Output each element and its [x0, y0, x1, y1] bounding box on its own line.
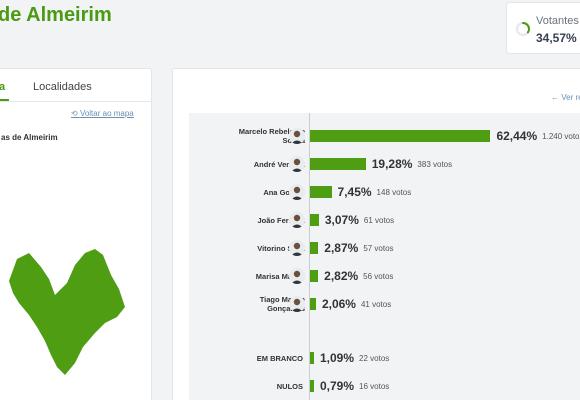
- candidate-row: João Ferreira 3,07% 61 votos: [189, 207, 580, 233]
- other-result-row: EM BRANCO 1,09% 22 votos: [189, 345, 580, 371]
- result-votes: 61 votos: [363, 216, 395, 225]
- area-name-line2: as de Almeirim: [1, 133, 58, 142]
- result-bar: [310, 298, 316, 310]
- result-bar: [310, 352, 314, 364]
- candidate-name: André Ventura: [254, 151, 305, 177]
- candidate-name-line: NULOS: [276, 381, 303, 391]
- candidate-row: Ana Gomes 7,45% 148 votos: [189, 179, 580, 205]
- result-bar: [310, 270, 319, 282]
- candidate-name-line: Vitorino Silva: [257, 243, 305, 253]
- result-percentage: 2,06%: [321, 297, 356, 311]
- ver-link[interactable]: ← Ver re: [551, 93, 580, 102]
- undo-arrow-icon: ⟲: [71, 109, 78, 118]
- candidate-row: André Ventura 19,28% 383 votos: [189, 151, 580, 177]
- result-bar: [310, 242, 319, 254]
- municipality-map[interactable]: [7, 245, 127, 395]
- result-votes: 383 votos: [417, 160, 453, 169]
- candidate-name-line: Ana Gomes: [263, 187, 305, 197]
- result-percentage: 2,82%: [324, 269, 359, 283]
- votantes-label: Votantes: [536, 15, 579, 27]
- results-panel: ← Ver re Marcelo Rebelo deSousa62,44%1.2…: [172, 68, 580, 400]
- result-votes: 16 votos: [359, 382, 390, 391]
- back-to-map-label: Voltar ao mapa: [79, 109, 134, 118]
- votantes-value: 34,57%: [536, 31, 577, 45]
- result-bar: [310, 380, 314, 392]
- result-bar: [310, 186, 332, 198]
- result-percentage: 19,28%: [371, 157, 413, 171]
- result-votes: 56 votos: [363, 272, 394, 281]
- result-bar: [310, 130, 491, 142]
- candidate-name: Ana Gomes: [263, 179, 305, 205]
- result-percentage: 3,07%: [324, 213, 359, 227]
- page-title: de Almeirim: [0, 4, 112, 26]
- result-percentage: 62,44%: [496, 129, 538, 143]
- candidate-name: NULOS: [277, 373, 303, 399]
- candidate-avatar: [289, 240, 305, 256]
- result-percentage: 7,45%: [337, 185, 372, 199]
- candidate-name-line: João Ferreira: [257, 215, 305, 225]
- ver-link-label: Ver re: [561, 93, 580, 102]
- candidate-row: Vitorino Silva 2,87% 57 votos: [189, 235, 580, 261]
- candidate-name: João Ferreira: [257, 207, 305, 233]
- candidate-name-line: Marcelo Rebelo de: [238, 127, 305, 136]
- candidate-avatar: [289, 156, 305, 172]
- result-percentage: 1,09%: [320, 351, 355, 365]
- other-result-row: NULOS 0,79% 16 votos: [189, 373, 580, 399]
- tabs-divider: [0, 101, 151, 102]
- result-votes: 148 votos: [376, 188, 412, 197]
- candidate-name-line: Gonçalves: [267, 304, 305, 313]
- candidate-name: Marisa Matias: [256, 263, 305, 289]
- candidate-name-line: André Ventura: [253, 159, 305, 169]
- candidate-avatar: [289, 268, 305, 284]
- candidate-row: Marisa Matias 2,82% 56 votos: [189, 263, 580, 289]
- tab-localidades[interactable]: Localidades: [33, 81, 92, 93]
- left-panel: a Localidades ⟲ Voltar ao mapa n as de A…: [0, 68, 152, 400]
- votantes-card: Votantes 34,57%: [506, 2, 580, 54]
- candidate-avatar: [289, 184, 305, 200]
- result-bar: [310, 158, 366, 170]
- candidate-avatar: [289, 128, 305, 144]
- candidate-name-line: Marisa Matias: [255, 271, 305, 281]
- results-area: [189, 113, 580, 400]
- result-percentage: 0,79%: [320, 379, 355, 393]
- arrow-left-icon: ←: [551, 93, 559, 102]
- candidate-name: Tiago Mayan Gonçalves: [260, 291, 305, 317]
- back-to-map-link[interactable]: ⟲ Voltar ao mapa: [71, 109, 134, 118]
- candidate-name-line: Tiago Mayan: [259, 295, 305, 304]
- candidate-avatar: [289, 296, 305, 312]
- progress-ring-icon: [516, 22, 530, 36]
- result-votes: 41 votos: [360, 300, 392, 309]
- candidate-name-line: EM BRANCO: [256, 353, 303, 363]
- results-axis: [309, 113, 310, 400]
- area-name-line1: n: [0, 121, 7, 131]
- candidate-avatar: [289, 212, 305, 228]
- active-tab-indicator: [0, 99, 9, 101]
- result-percentage: 2,87%: [324, 241, 359, 255]
- candidate-row: Marcelo Rebelo deSousa62,44%1.240 votos: [189, 123, 580, 149]
- candidate-name: Vitorino Silva: [257, 235, 305, 261]
- result-votes: 1.240 votos: [542, 132, 580, 141]
- result-bar: [310, 214, 319, 226]
- result-votes: 57 votos: [363, 244, 394, 253]
- tab-map[interactable]: a: [0, 81, 9, 93]
- candidate-name: EM BRANCO: [257, 345, 303, 371]
- candidate-row: Tiago Mayan Gonçalves 2,06% 41 votos: [189, 291, 580, 317]
- result-votes: 22 votos: [359, 354, 390, 363]
